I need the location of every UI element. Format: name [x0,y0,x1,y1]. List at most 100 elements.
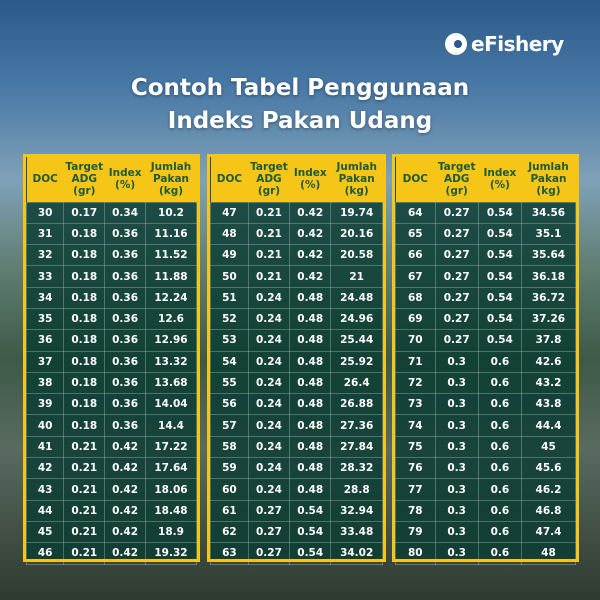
table-cell: 0.27 [434,307,479,331]
table-row: 40 0.18 0.36 14.4 [25,414,198,437]
table-cell: 11.52 [144,244,198,267]
table-row: 72 0.3 0.6 43.2 [395,371,577,395]
table-cell: 46 [25,542,65,565]
table-row: 76 0.3 0.6 45.6 [395,457,577,480]
table-cell: 75 [395,435,436,459]
table-cell: 19.74 [330,201,383,224]
table-cell: 11.88 [144,265,198,288]
table-cell: 20.16 [330,222,383,246]
table-cell: 41 [25,435,65,459]
table-row: 64 0.27 0.54 34.56 [395,201,577,224]
table-cell: 0.18 [63,414,106,437]
table-cell: 49 [210,244,249,267]
table-cell: 63 [210,542,249,565]
table-cell: 0.42 [289,244,332,267]
table-cell: 0.6 [477,499,522,522]
table-cell: 0.42 [104,435,146,459]
table-cell: 71 [395,350,436,373]
table-cell: 33.48 [330,520,383,544]
table-cell: 0.18 [63,222,106,246]
table-cell: 0.6 [477,457,522,480]
table-cell: 0.36 [104,371,146,395]
table-cell: 68 [395,286,436,309]
table-cell: 0.27 [434,329,479,352]
table-cell: 76 [395,457,436,480]
table-cell: 35 [25,307,65,331]
column-header: Jumlah Pakan (kg) [521,157,576,202]
table-cell: 0.54 [477,222,522,246]
table-row: 42 0.21 0.42 17.64 [25,457,198,480]
column-header: Target ADG (gr) [63,157,105,202]
table-cell: 0.18 [63,329,106,352]
table-cell: 57 [210,414,249,437]
table-row: 32 0.18 0.36 11.52 [25,244,198,267]
title-line-2: Indeks Pakan Udang [167,108,433,134]
table-cell: 0.24 [247,307,291,331]
table-cell: 42.6 [520,350,577,373]
table-cell: 73 [395,393,436,416]
table-cell: 0.48 [289,350,332,373]
table-cell: 21 [330,265,383,288]
table-cell: 17.22 [144,435,198,459]
brand-logo: eFishery [445,32,564,56]
table-cell: 0.17 [63,201,106,224]
table-cell: 0.36 [104,350,146,373]
table-cell: 0.54 [477,329,522,352]
table-cell: 64 [395,201,436,224]
table-cell: 38 [25,371,65,395]
table-cell: 26.88 [330,393,383,416]
table-cell: 0.48 [289,435,332,459]
table-cell: 0.42 [104,478,146,501]
table-cell: 36 [25,329,65,352]
table-cell: 12.24 [144,286,198,309]
table-cell: 0.36 [104,307,146,331]
column-header: Index (%) [104,157,146,202]
table-cell: 0.42 [104,520,146,544]
column-header: Index (%) [478,157,522,202]
table-cell: 0.24 [247,393,291,416]
table-row: 74 0.3 0.6 44.4 [395,414,577,437]
table-cell: 0.24 [247,350,291,373]
table-cell: 0.6 [477,350,522,373]
table-cell: 0.27 [434,286,479,309]
table-row: 63 0.27 0.54 34.02 [210,542,383,565]
table-cell: 11.16 [144,222,198,246]
table-cell: 74 [395,414,436,437]
table-cell: 0.54 [477,307,522,331]
table-cell: 0.27 [434,222,479,246]
table-row: 68 0.27 0.54 36.72 [395,286,577,309]
table-cell: 0.48 [289,286,332,309]
table-cell: 14.4 [144,414,198,437]
table-cell: 32 [25,244,65,267]
table-cell: 0.48 [289,457,332,480]
table-cell: 0.48 [289,478,332,501]
table-row: 71 0.3 0.6 42.6 [395,350,577,373]
table-cell: 0.6 [477,371,522,395]
table-cell: 0.54 [477,201,522,224]
table-cell: 0.6 [477,435,522,459]
table-cell: 0.27 [434,265,479,288]
table-cell: 36.72 [520,286,577,309]
table-cell: 14.04 [144,393,198,416]
table-row: 45 0.21 0.42 18.9 [25,520,198,544]
table-row: 61 0.27 0.54 32.94 [210,499,383,522]
table-cell: 10.2 [144,201,198,224]
table-row: 53 0.24 0.48 25.44 [210,329,383,352]
table-cell: 65 [395,222,436,246]
table-cell: 0.24 [247,329,291,352]
table-cell: 0.21 [247,265,291,288]
table-cell: 0.42 [289,222,332,246]
table-cell: 59 [210,457,249,480]
table-cell: 0.36 [104,222,146,246]
table-cell: 0.24 [247,457,291,480]
table-row: 57 0.24 0.48 27.36 [210,414,383,437]
table-cell: 79 [395,520,436,544]
fish-logo-icon [445,33,467,55]
table-cell: 0.36 [104,265,146,288]
table-cell: 13.32 [144,350,198,373]
table-cell: 24.96 [330,307,383,331]
table-row: 44 0.21 0.42 18.48 [25,499,198,522]
table-cell: 39 [25,393,65,416]
table-row: 73 0.3 0.6 43.8 [395,393,577,416]
table-cell: 26.4 [330,371,383,395]
